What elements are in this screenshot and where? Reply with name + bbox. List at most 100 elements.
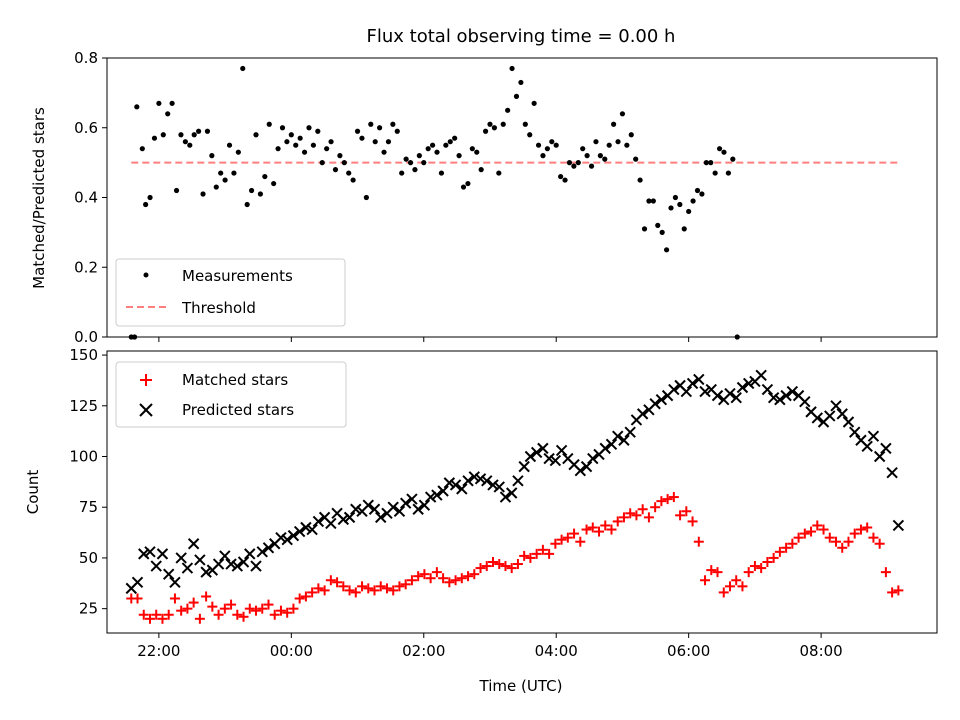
predicted-star-point xyxy=(300,521,312,534)
matched-star-point xyxy=(656,496,667,507)
measurement-point xyxy=(240,65,246,72)
predicted-star-point xyxy=(337,513,350,526)
legend-predicted-label: Predicted stars xyxy=(182,401,294,419)
predicted-star-point xyxy=(799,396,811,408)
measurement-point xyxy=(681,226,687,232)
matched-star-point xyxy=(749,561,760,572)
predicted-star-point xyxy=(543,452,555,465)
predicted-star-point xyxy=(512,475,524,487)
measurement-point xyxy=(478,167,484,173)
measurement-point xyxy=(619,111,626,117)
ratio-y-axis-label: Matched/Predicted stars xyxy=(30,107,48,289)
measurement-point xyxy=(535,142,542,148)
predicted-star-point xyxy=(880,442,892,455)
measurement-point xyxy=(372,139,378,145)
predicted-star-point xyxy=(587,452,599,465)
predicted-star-point xyxy=(530,446,543,459)
matched-star-point xyxy=(762,556,773,567)
matched-star-point xyxy=(438,573,449,584)
predicted-star-point xyxy=(399,497,412,509)
measurement-point xyxy=(262,173,268,180)
matched-star-point xyxy=(219,603,230,614)
measurement-point xyxy=(668,205,674,211)
measurement-point xyxy=(131,334,138,340)
matched-star-point xyxy=(594,526,605,537)
matched-star-point xyxy=(307,587,318,598)
measurement-point xyxy=(425,146,431,152)
predicted-star-point xyxy=(668,383,680,396)
predicted-star-point xyxy=(275,531,287,544)
predicted-star-point xyxy=(474,473,487,485)
measurement-point xyxy=(699,191,705,197)
measurement-point xyxy=(222,177,228,183)
measurement-point xyxy=(390,121,396,127)
predicted-star-point xyxy=(861,440,873,453)
predicted-star-point xyxy=(237,556,250,568)
x-tick-label: 00:00 xyxy=(270,642,313,660)
measurement-point xyxy=(306,125,312,131)
matched-star-point xyxy=(862,522,873,533)
predicted-star-point xyxy=(462,475,474,487)
measurement-point xyxy=(284,139,290,145)
matched-star-point xyxy=(756,563,767,574)
predicted-star-point xyxy=(387,501,399,513)
matched-star-point xyxy=(837,542,848,553)
matched-star-point xyxy=(263,599,274,610)
x-tick-label: 02:00 xyxy=(402,642,445,660)
matched-star-point xyxy=(519,550,530,561)
count-y-tick-label: 100 xyxy=(69,447,98,465)
measurement-point xyxy=(438,170,445,176)
matched-star-point xyxy=(288,603,299,614)
measurement-point xyxy=(368,121,374,127)
predicted-star-point xyxy=(761,383,774,396)
matched-star-point xyxy=(469,569,480,580)
matched-star-point xyxy=(506,563,517,574)
matched-star-point xyxy=(581,524,592,535)
ratio-y-tick-label: 0.8 xyxy=(74,49,98,67)
matched-star-point xyxy=(793,532,804,543)
measurement-point xyxy=(672,194,679,201)
measurement-point xyxy=(332,167,339,173)
matched-star-point xyxy=(637,504,648,515)
matched-star-point xyxy=(855,524,866,535)
predicted-star-point xyxy=(131,576,144,588)
predicted-star-point xyxy=(774,393,786,406)
predicted-star-point xyxy=(293,525,306,538)
ratio-panel: Matched/Predicted stars 0.00.20.40.60.8 … xyxy=(30,49,938,346)
predicted-star-point xyxy=(225,558,237,570)
matched-star-point xyxy=(868,532,879,543)
measurement-point xyxy=(139,146,145,152)
predicted-star-point xyxy=(412,503,424,515)
measurement-point xyxy=(412,167,418,173)
x-tick-label: 22:00 xyxy=(137,642,180,660)
matched-star-point xyxy=(818,524,829,535)
matched-star-point xyxy=(849,528,860,539)
predicted-star-point xyxy=(281,533,293,546)
matched-star-point xyxy=(618,512,629,523)
predicted-star-point xyxy=(468,471,480,483)
measurement-point xyxy=(474,149,480,155)
measurement-point xyxy=(293,142,299,148)
matched-star-point xyxy=(600,520,611,531)
matched-star-point xyxy=(375,581,386,592)
measurement-point xyxy=(209,153,215,159)
measurement-point xyxy=(346,170,352,176)
matched-star-point xyxy=(344,585,355,596)
measurement-point xyxy=(606,142,612,148)
measurement-point xyxy=(655,222,661,228)
matched-star-point xyxy=(269,609,280,620)
predicted-star-point xyxy=(443,477,456,489)
measurement-point xyxy=(650,198,656,204)
matched-star-point xyxy=(724,581,735,592)
measurement-point xyxy=(169,100,175,106)
predicted-star-point xyxy=(711,389,724,402)
measurement-point xyxy=(350,177,356,183)
measurement-point xyxy=(147,194,153,201)
matched-star-point xyxy=(163,609,174,620)
measurement-point xyxy=(385,139,392,145)
measurement-point xyxy=(712,170,718,176)
matched-star-point xyxy=(606,524,617,535)
matched-star-point xyxy=(450,575,461,586)
predicted-star-point xyxy=(493,481,505,493)
measurement-point xyxy=(659,229,665,235)
